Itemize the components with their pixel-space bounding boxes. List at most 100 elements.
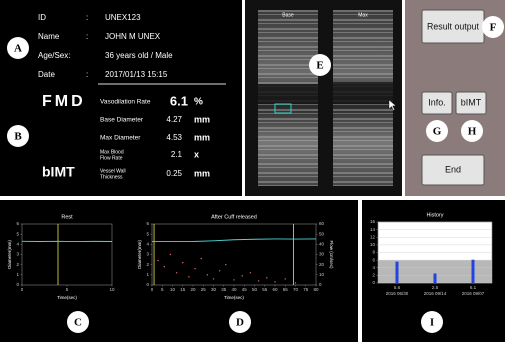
y-tick-label: 16 — [370, 219, 376, 224]
y2-tick-label: 40 — [319, 242, 325, 247]
flow-point — [242, 275, 243, 276]
x-tick-label: 50 — [252, 287, 258, 292]
x-tick-label: 10 — [170, 287, 176, 292]
flow-point — [213, 278, 214, 279]
flow-point — [170, 254, 171, 255]
y2-tick-label: 60 — [319, 221, 325, 226]
metric-unit: % — [194, 97, 203, 108]
x-tick-label: 30 — [211, 287, 217, 292]
flow-point — [295, 282, 296, 283]
result-output-button[interactable]: Result output — [422, 10, 484, 43]
y-tick-label: 10 — [370, 242, 376, 247]
y2-tick-label: 10 — [319, 272, 325, 277]
vessel-lumen — [258, 84, 318, 104]
vessel-lumen — [333, 82, 393, 104]
flow-point — [182, 262, 183, 263]
flow-point — [188, 276, 189, 277]
flow-point — [225, 264, 226, 265]
metric-label: Flow Rate — [100, 155, 123, 161]
metric-unit: mm — [194, 168, 210, 178]
plot-area — [152, 224, 316, 285]
callout-letter: A — [14, 43, 22, 55]
x-tick-label: 35 — [221, 287, 227, 292]
bar — [434, 273, 437, 283]
y2-tick-label: 30 — [319, 252, 325, 257]
metric-label: Base Diameter — [100, 117, 144, 124]
end-button[interactable]: End — [422, 155, 484, 185]
x-tick-label: 65 — [283, 287, 289, 292]
chart-title: History — [426, 212, 443, 218]
flow-point — [201, 258, 202, 259]
y-axis-label: Diameter(mm) — [7, 240, 12, 269]
metric-value: 0.25 — [166, 169, 182, 178]
x-tick-label: 2016 06/30 — [386, 291, 409, 296]
bimt-button[interactable]: bIMT — [456, 92, 486, 114]
metric-unit: x — [194, 149, 199, 159]
callout-letter: I — [430, 317, 434, 329]
x-tick-label: 75 — [303, 287, 309, 292]
field-value: 2017/01/13 15:15 — [105, 70, 168, 79]
button-label[interactable]: bIMT — [461, 97, 482, 107]
image-label: Base — [282, 12, 294, 18]
value-label: 5.6 — [394, 285, 401, 290]
flow-point — [266, 277, 267, 278]
metric-value: 2.1 — [171, 150, 183, 159]
bar — [472, 260, 475, 283]
metric-value: 6.1 — [170, 93, 188, 108]
metric-value: 4.53 — [166, 133, 182, 142]
fmd-title: FMD — [42, 93, 86, 110]
callout-letter: D — [236, 317, 244, 329]
x-axis-label: Time(sec) — [57, 295, 77, 300]
x-tick-label: 80 — [313, 287, 319, 292]
field-value: 36 years old / Male — [105, 51, 173, 60]
metric-label: Thickness — [100, 174, 123, 180]
metric-value: 4.27 — [166, 115, 182, 124]
x-tick-label: 40 — [231, 287, 237, 292]
button-label[interactable]: Result output — [427, 21, 479, 31]
flow-point — [250, 272, 251, 273]
field-label: Name — [38, 32, 60, 41]
y-tick-label: 12 — [370, 234, 376, 239]
callout-letter: H — [468, 126, 477, 138]
value-label: 2.5 — [432, 285, 439, 290]
flow-point — [233, 279, 234, 280]
field-value: JOHN M UNEX — [105, 32, 161, 41]
y-tick-label: 14 — [370, 227, 376, 232]
bar — [396, 262, 399, 283]
callout-letter: F — [490, 22, 497, 34]
callout-letter: G — [433, 126, 442, 138]
flow-point — [258, 280, 259, 281]
button-label[interactable]: End — [445, 164, 461, 174]
x-tick-label: 15 — [180, 287, 186, 292]
chart-title: After Cuff released — [211, 214, 257, 220]
x-tick-label: 45 — [242, 287, 248, 292]
bimt-title: bIMT — [42, 164, 75, 180]
x-tick-label: 2016 09/07 — [462, 291, 485, 296]
value-label: 6.1 — [470, 285, 477, 290]
x-tick-label: 2016 09/14 — [424, 291, 447, 296]
x-tick-label: 20 — [190, 287, 196, 292]
y2-tick-label: 50 — [319, 231, 325, 236]
flow-point — [176, 272, 177, 273]
x-tick-label: 60 — [272, 287, 278, 292]
chart-title: Rest — [61, 214, 73, 220]
button-label[interactable]: Info. — [428, 97, 446, 107]
image-label: Max — [358, 12, 368, 18]
flow-point — [207, 274, 208, 275]
x-tick-label: 70 — [293, 287, 299, 292]
info-button[interactable]: Info. — [422, 92, 452, 114]
field-label: ID — [38, 13, 46, 22]
y-axis-label: Diameter(mm) — [137, 240, 142, 269]
separator: : — [86, 70, 88, 79]
callout-letter: B — [14, 131, 22, 143]
callout-letter: C — [74, 317, 82, 329]
y2-axis-label: Flow (cm/sec) — [329, 241, 334, 270]
x-tick-label: 25 — [201, 287, 207, 292]
x-axis-label: Time(sec) — [224, 295, 244, 300]
metric-label: Vasodilation Rate — [100, 99, 151, 106]
separator: : — [86, 13, 88, 22]
flow-point — [157, 260, 158, 261]
metric-label: Max Diameter — [100, 135, 141, 142]
callout-letter: E — [316, 60, 323, 72]
metric-unit: mm — [194, 132, 210, 142]
